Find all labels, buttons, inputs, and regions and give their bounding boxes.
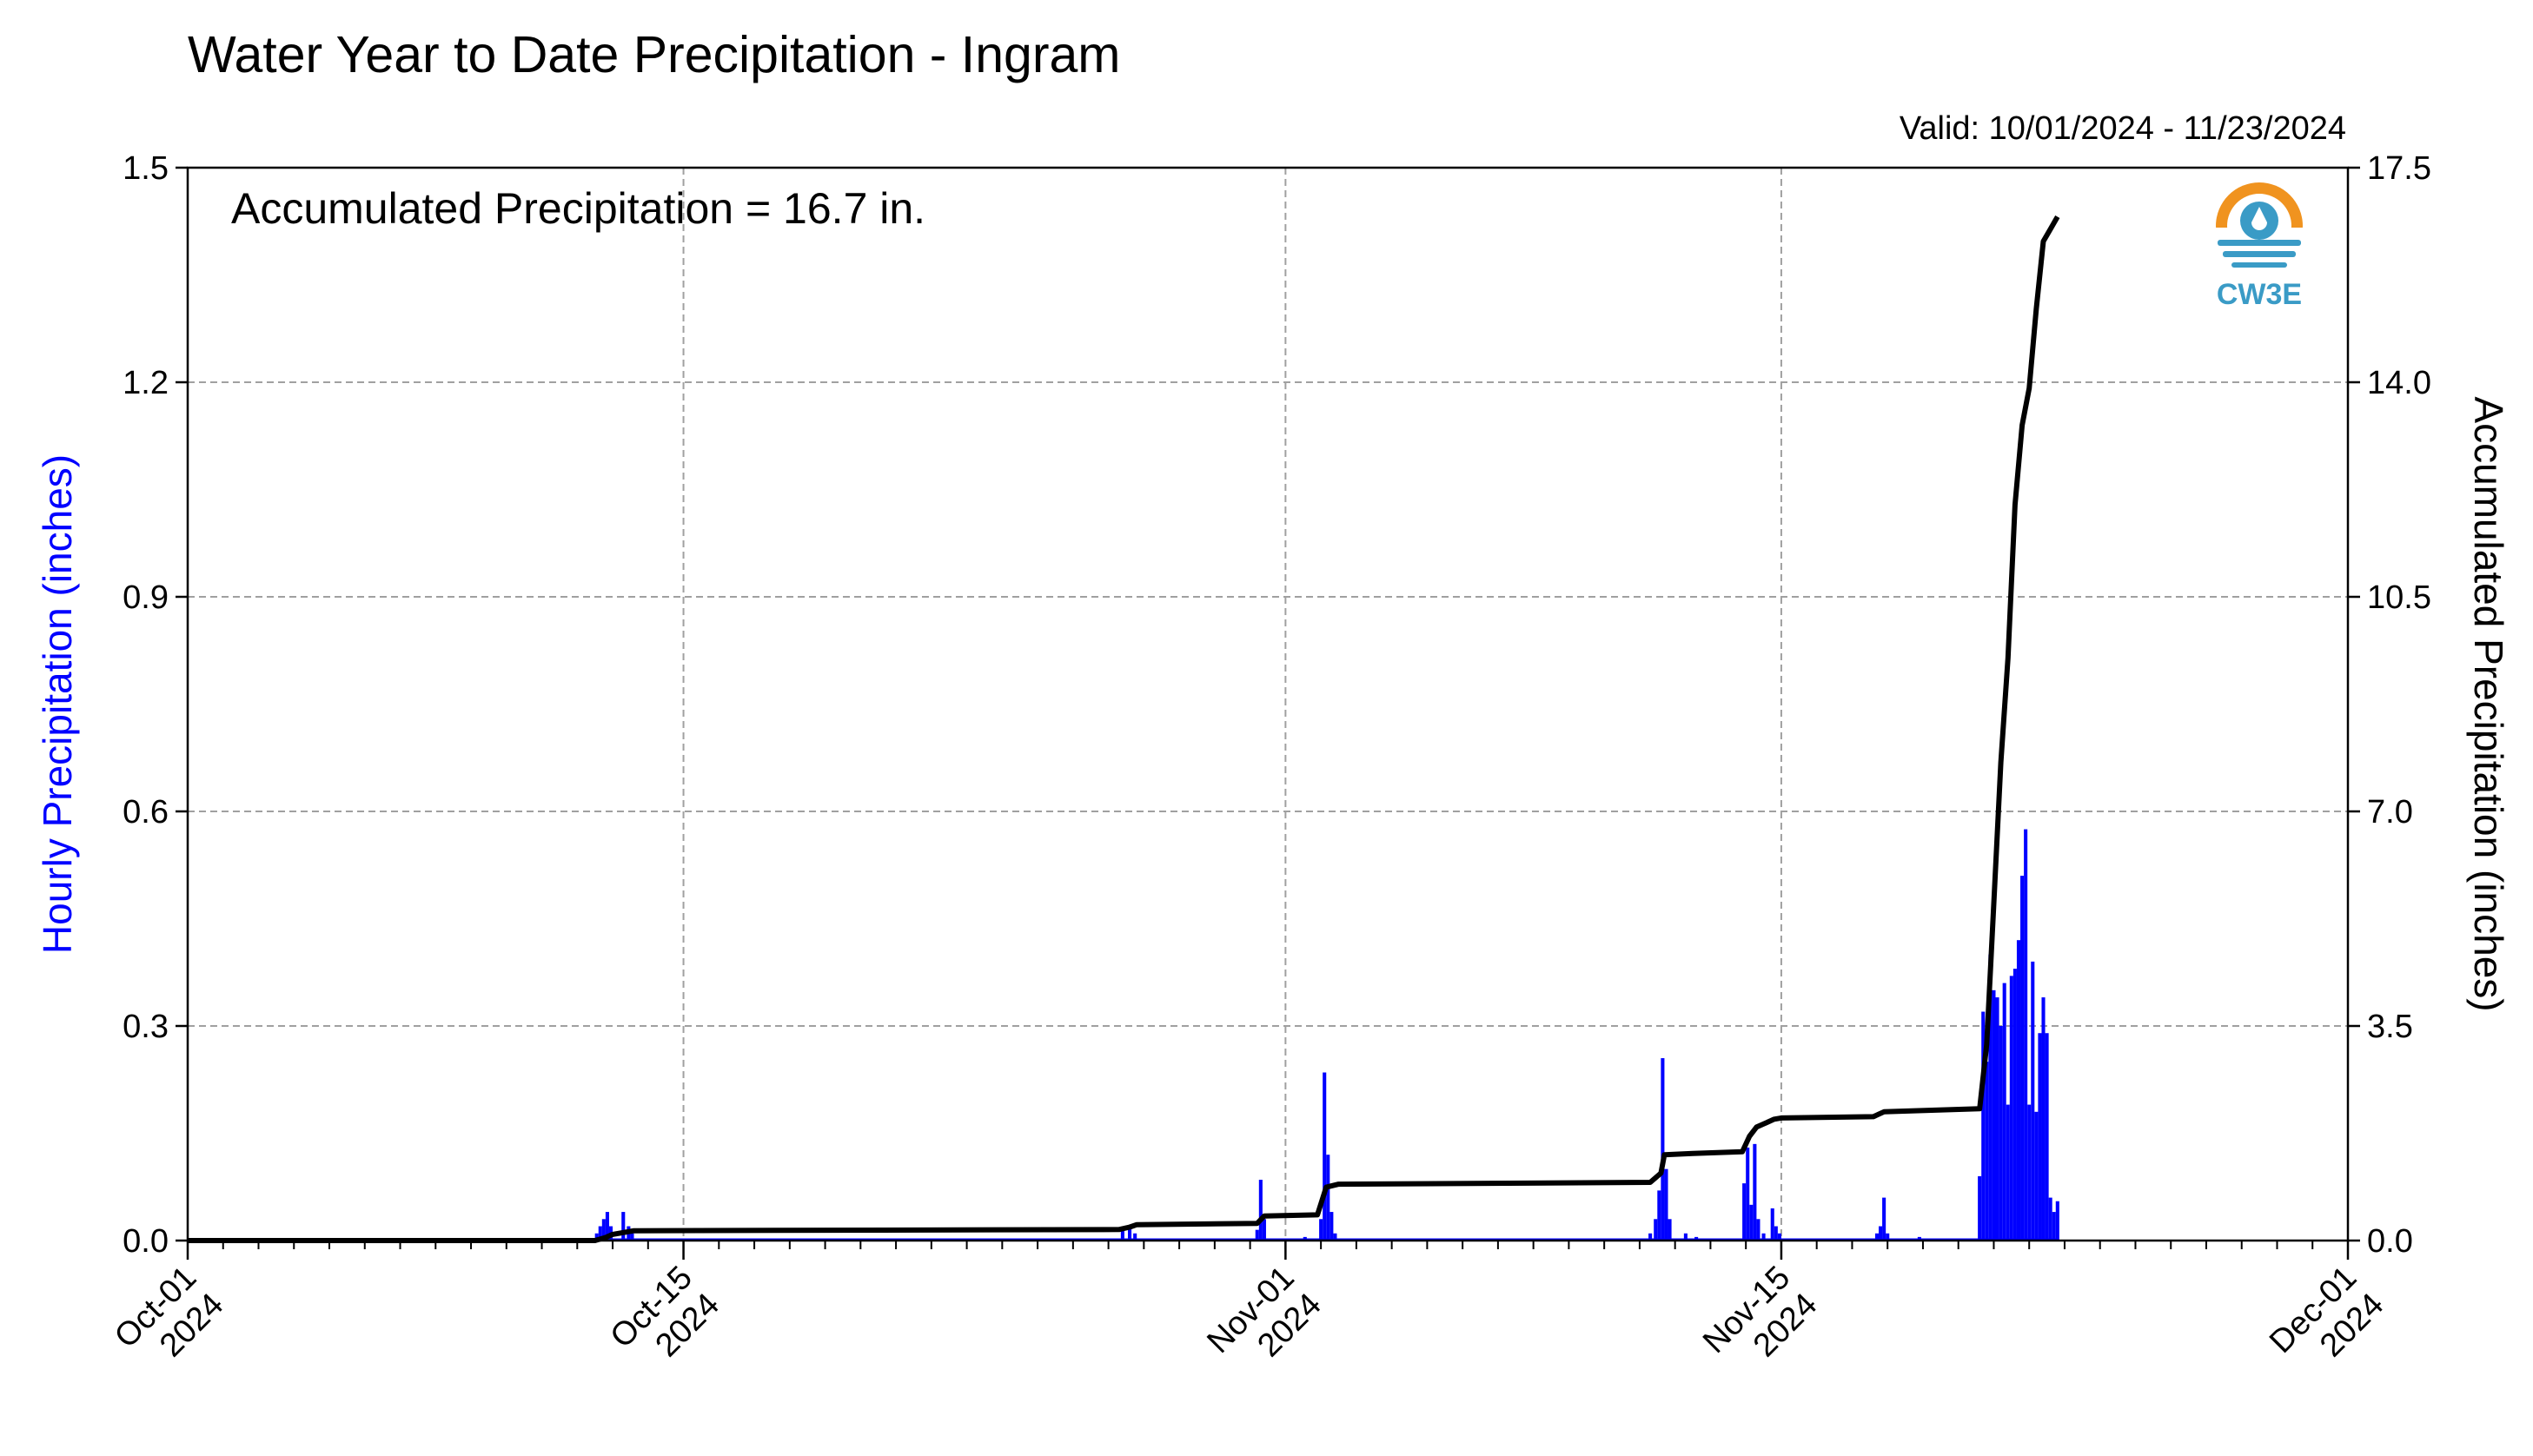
y2-tick-label: 10.5 bbox=[2367, 579, 2431, 616]
y-tick-label: 0.0 bbox=[123, 1223, 169, 1260]
hourly-bar bbox=[1770, 1208, 1774, 1241]
y-axis-label: Hourly Precipitation (inches) bbox=[35, 454, 80, 954]
hourly-bar bbox=[1661, 1058, 1665, 1241]
hourly-bar bbox=[2038, 1033, 2042, 1241]
hourly-bar bbox=[598, 1226, 602, 1241]
hourly-bar bbox=[1756, 1219, 1761, 1241]
y2-tick-label: 17.5 bbox=[2367, 150, 2431, 187]
hourly-bar bbox=[1133, 1233, 1137, 1241]
x-axis: Oct-012024 Oct-152024 Nov-012024 Nov-152024… bbox=[108, 1241, 2390, 1387]
hourly-bar bbox=[1648, 1233, 1653, 1241]
y2-tick-label: 7.0 bbox=[2367, 794, 2413, 831]
hourly-bar bbox=[1978, 1175, 1982, 1241]
hourly-bar bbox=[1992, 989, 1996, 1241]
x-tick-label: Oct-152024 bbox=[604, 1260, 726, 1382]
hourly-bar bbox=[1323, 1072, 1327, 1241]
hourly-bar bbox=[2016, 940, 2021, 1241]
hourly-bar bbox=[2024, 829, 2028, 1241]
x-tick-label: Nov-152024 bbox=[1696, 1260, 1824, 1387]
y-tick-label: 0.6 bbox=[123, 794, 169, 831]
hourly-bar bbox=[2009, 976, 2013, 1241]
x-tick-label: Nov-012024 bbox=[1200, 1260, 1328, 1387]
hourly-bar bbox=[1882, 1197, 1886, 1241]
hourly-bar bbox=[2048, 1197, 2052, 1241]
plot-frame bbox=[186, 166, 2350, 1242]
hourly-bar bbox=[2034, 1111, 2039, 1241]
hourly-bar bbox=[1668, 1219, 1672, 1241]
hourly-bar bbox=[2027, 1104, 2032, 1241]
hourly-bar bbox=[1319, 1219, 1323, 1241]
hourly-bar bbox=[1657, 1190, 1661, 1241]
hourly-bar bbox=[2045, 1033, 2049, 1241]
y2-axis-label: Accumulated Precipitation (inches) bbox=[2466, 396, 2511, 1011]
hourly-bar bbox=[630, 1233, 634, 1241]
hourly-bar bbox=[1761, 1233, 1766, 1241]
y-tick-label: 0.9 bbox=[123, 579, 169, 616]
hourly-bar bbox=[1664, 1168, 1668, 1241]
hourly-bar bbox=[1746, 1147, 1750, 1241]
hourly-bar bbox=[1255, 1229, 1259, 1241]
hourly-bar bbox=[601, 1219, 606, 1241]
hourly-bar bbox=[1985, 1062, 1989, 1241]
hourly-bar bbox=[2041, 997, 2046, 1241]
y2-tick-label: 0.0 bbox=[2367, 1223, 2413, 1260]
hourly-bar bbox=[2020, 876, 2025, 1241]
hourly-bar bbox=[1128, 1226, 1132, 1241]
hourly-bar bbox=[1999, 1026, 2003, 1241]
hourly-bar bbox=[1329, 1212, 1334, 1241]
y-tick-label: 1.5 bbox=[123, 150, 169, 187]
hourly-bar bbox=[594, 1233, 599, 1241]
left-y-axis: 0.0 0.3 0.6 0.9 1.2 1.5 bbox=[123, 150, 188, 1260]
right-y-axis: 0.0 3.5 7.0 10.5 14.0 17.5 bbox=[2348, 150, 2431, 1260]
hourly-bar bbox=[1326, 1155, 1330, 1241]
y2-tick-label: 3.5 bbox=[2367, 1009, 2413, 1045]
hourly-bar bbox=[1777, 1233, 1781, 1241]
hourly-bar bbox=[1333, 1233, 1337, 1241]
hourly-bar bbox=[2052, 1212, 2056, 1241]
chart-title: Water Year to Date Precipitation - Ingra… bbox=[188, 26, 1120, 83]
hourly-bar bbox=[1262, 1219, 1266, 1241]
hourly-bar bbox=[2055, 1201, 2059, 1241]
hourly-bar bbox=[1120, 1229, 1124, 1241]
hourly-bar bbox=[1886, 1233, 1890, 1241]
hourly-bar bbox=[1988, 954, 1993, 1241]
accumulated-series-line bbox=[188, 215, 2060, 1243]
hourly-bar bbox=[1981, 1011, 1986, 1241]
hourly-bar bbox=[1879, 1226, 1883, 1241]
cw3e-logo-icon bbox=[2214, 182, 2304, 273]
hourly-bar bbox=[1749, 1204, 1754, 1241]
hourly-bar bbox=[2002, 983, 2006, 1241]
hourly-bar bbox=[1258, 1180, 1263, 1241]
hourly-bar bbox=[2006, 1104, 2010, 1241]
hourly-bar bbox=[1874, 1233, 1880, 1241]
x-tick-label: Oct-012024 bbox=[108, 1260, 230, 1382]
hourly-bar bbox=[2012, 969, 2017, 1241]
accumulated-annotation: Accumulated Precipitation = 16.7 in. bbox=[231, 184, 925, 233]
hourly-precip-bars bbox=[188, 829, 2059, 1241]
y2-tick-label: 14.0 bbox=[2367, 365, 2431, 401]
hourly-bar bbox=[621, 1212, 626, 1241]
hourly-bar bbox=[605, 1212, 609, 1241]
hourly-bar bbox=[1654, 1219, 1658, 1241]
hourly-bar bbox=[1753, 1143, 1757, 1241]
cw3e-logo: CW3E bbox=[2214, 182, 2304, 311]
hourly-bar bbox=[1742, 1183, 1747, 1241]
accumulated-precip-line bbox=[188, 215, 2060, 1243]
y-tick-label: 1.2 bbox=[123, 365, 169, 401]
hourly-bar bbox=[1995, 997, 1999, 1241]
y-tick-label: 0.3 bbox=[123, 1009, 169, 1045]
hourly-bar bbox=[1774, 1226, 1778, 1241]
cw3e-logo-text: CW3E bbox=[2217, 278, 2302, 311]
x-tick-label: Dec-012024 bbox=[2263, 1260, 2390, 1387]
hourly-bar bbox=[1683, 1233, 1688, 1241]
valid-date-range: Valid: 10/01/2024 - 11/23/2024 bbox=[1900, 110, 2346, 147]
hourly-bar bbox=[2031, 961, 2035, 1241]
